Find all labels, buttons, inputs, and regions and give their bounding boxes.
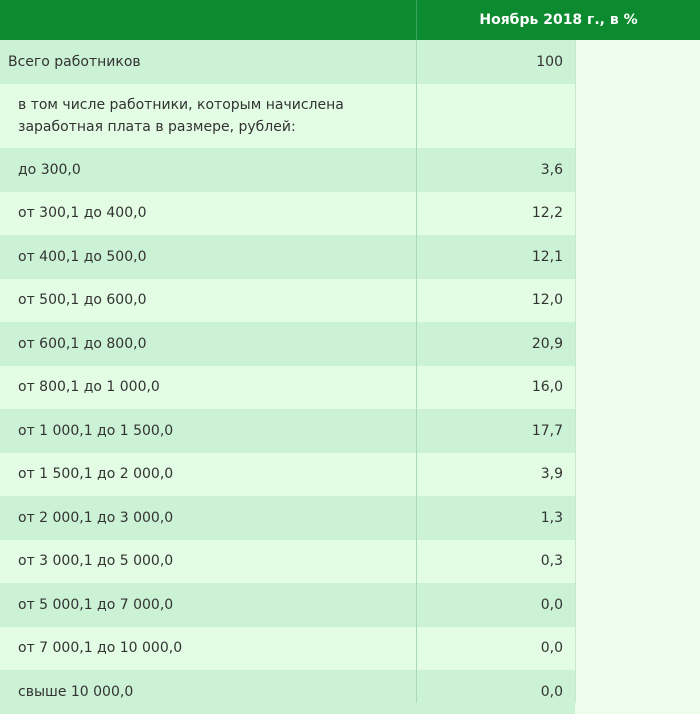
row-value: 12,1 bbox=[531, 248, 563, 265]
table-row: до 300,0 3,6 bbox=[0, 148, 575, 192]
row-label: от 7 000,1 до 10 000,0 bbox=[18, 640, 183, 657]
row-value: 12,2 bbox=[531, 205, 563, 222]
row-label: от 1 500,1 до 2 000,0 bbox=[18, 466, 174, 483]
row-label: от 5 000,1 до 7 000,0 bbox=[18, 596, 174, 613]
table-row: свыше 10 000,0 0,0 bbox=[0, 670, 575, 714]
row-value: 17,7 bbox=[531, 422, 563, 439]
table-row: от 800,1 до 1 000,0 16,0 bbox=[0, 365, 575, 409]
row-label: Всего работников bbox=[8, 54, 141, 70]
table-row: от 7 000,1 до 10 000,0 0,0 bbox=[0, 626, 575, 670]
row-value: 1,3 bbox=[540, 509, 563, 526]
table-edge bbox=[575, 40, 576, 703]
row-label: от 2 000,1 до 3 000,0 bbox=[18, 509, 174, 526]
row-value: 20,9 bbox=[531, 335, 563, 352]
row-label: свыше 10 000,0 bbox=[18, 683, 134, 700]
table-row: от 1 000,1 до 1 500,0 17,7 bbox=[0, 409, 575, 453]
table-row: от 500,1 до 600,0 12,0 bbox=[0, 278, 575, 322]
row-value: 12,0 bbox=[531, 292, 563, 309]
table-row: от 300,1 до 400,0 12,2 bbox=[0, 191, 575, 235]
table-row: от 400,1 до 500,0 12,1 bbox=[0, 235, 575, 279]
row-label: от 500,1 до 600,0 bbox=[18, 292, 147, 309]
column-title: Ноябрь 2018 г., в % bbox=[479, 12, 638, 28]
row-value: 100 bbox=[536, 54, 563, 70]
row-value: 3,9 bbox=[540, 466, 563, 483]
row-value: 0,3 bbox=[540, 553, 563, 570]
row-label: от 600,1 до 800,0 bbox=[18, 335, 147, 352]
table-row: от 2 000,1 до 3 000,0 1,3 bbox=[0, 496, 575, 540]
row-value: 0,0 bbox=[540, 683, 563, 700]
header-divider bbox=[416, 0, 417, 40]
table-row: Всего работников 100 bbox=[0, 40, 575, 84]
column-divider bbox=[416, 40, 417, 703]
table-row: в том числе работники, которым начислена… bbox=[0, 84, 575, 148]
row-value: 3,6 bbox=[540, 161, 563, 178]
table-header: Ноябрь 2018 г., в % bbox=[0, 0, 700, 40]
row-value: 0,0 bbox=[540, 596, 563, 613]
table-row: от 5 000,1 до 7 000,0 0,0 bbox=[0, 583, 575, 627]
row-label: от 300,1 до 400,0 bbox=[18, 205, 147, 222]
table-row: от 600,1 до 800,0 20,9 bbox=[0, 322, 575, 366]
table-row: от 3 000,1 до 5 000,0 0,3 bbox=[0, 539, 575, 583]
row-label: от 3 000,1 до 5 000,0 bbox=[18, 553, 174, 570]
table-row: от 1 500,1 до 2 000,0 3,9 bbox=[0, 452, 575, 496]
row-value: 16,0 bbox=[531, 379, 563, 396]
row-value: 0,0 bbox=[540, 640, 563, 657]
row-label: от 800,1 до 1 000,0 bbox=[18, 379, 160, 396]
row-label: в том числе работники, которым начислена… bbox=[18, 97, 344, 135]
row-label: до 300,0 bbox=[18, 161, 81, 178]
row-label: от 1 000,1 до 1 500,0 bbox=[18, 422, 174, 439]
row-label: от 400,1 до 500,0 bbox=[18, 248, 147, 265]
